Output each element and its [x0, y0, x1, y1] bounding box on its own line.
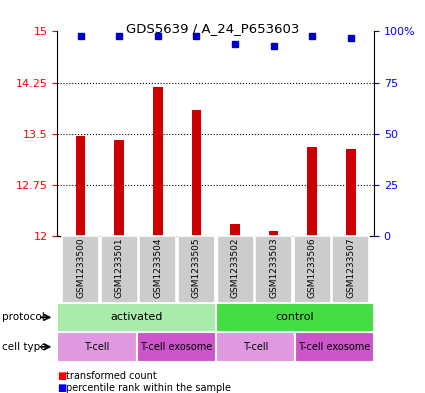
Text: ■: ■ — [57, 371, 67, 382]
Text: GSM1233504: GSM1233504 — [153, 238, 162, 298]
Bar — [216, 236, 254, 303]
Text: T-cell exosome: T-cell exosome — [298, 342, 371, 352]
Bar — [255, 236, 292, 303]
Bar — [62, 236, 99, 303]
Text: activated: activated — [110, 312, 163, 322]
Text: GSM1233501: GSM1233501 — [115, 237, 124, 298]
Bar — [178, 236, 215, 303]
Text: ■: ■ — [57, 383, 67, 393]
Bar — [307, 147, 317, 236]
Text: cell type: cell type — [2, 342, 47, 352]
Bar — [153, 86, 163, 236]
Bar — [114, 140, 124, 236]
Text: percentile rank within the sample: percentile rank within the sample — [66, 383, 231, 393]
Text: control: control — [275, 312, 314, 322]
Bar — [57, 332, 136, 362]
Text: GSM1233507: GSM1233507 — [346, 237, 355, 298]
Bar — [294, 236, 331, 303]
Text: protocol: protocol — [2, 312, 45, 322]
Bar — [57, 303, 215, 332]
Text: GDS5639 / A_24_P653603: GDS5639 / A_24_P653603 — [126, 22, 299, 35]
Bar — [192, 110, 201, 236]
Text: T-cell exosome: T-cell exosome — [140, 342, 212, 352]
Text: GSM1233506: GSM1233506 — [308, 237, 317, 298]
Bar — [139, 236, 176, 303]
Bar — [346, 149, 356, 236]
Text: GSM1233502: GSM1233502 — [230, 238, 240, 298]
Bar — [215, 332, 295, 362]
Bar — [269, 231, 278, 236]
Bar — [230, 224, 240, 236]
Text: T-cell: T-cell — [243, 342, 268, 352]
Bar — [332, 236, 369, 303]
Text: GSM1233503: GSM1233503 — [269, 237, 278, 298]
Bar — [295, 332, 374, 362]
Text: GSM1233500: GSM1233500 — [76, 237, 85, 298]
Text: transformed count: transformed count — [66, 371, 157, 382]
Bar — [136, 332, 215, 362]
Text: GSM1233505: GSM1233505 — [192, 237, 201, 298]
Bar — [76, 136, 85, 236]
Bar — [101, 236, 138, 303]
Text: T-cell: T-cell — [84, 342, 110, 352]
Bar — [215, 303, 374, 332]
